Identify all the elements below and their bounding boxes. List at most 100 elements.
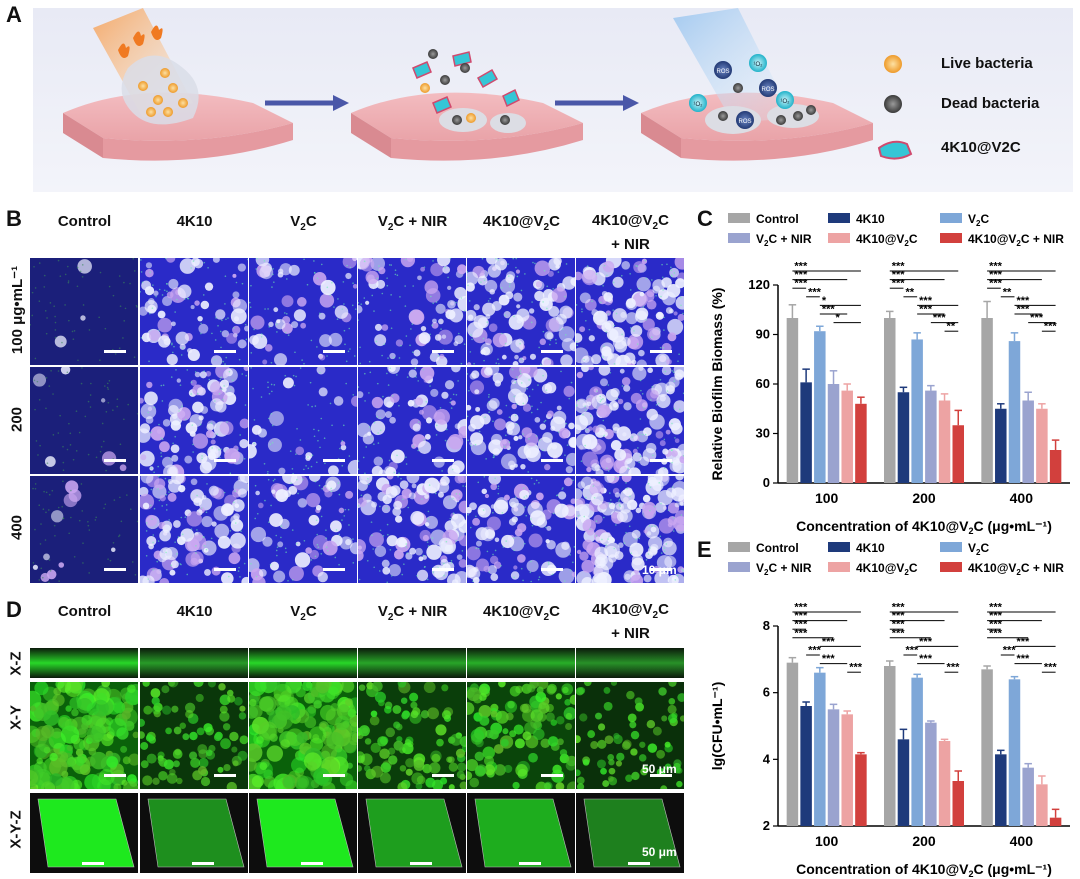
bar [1022, 767, 1034, 826]
bar [1008, 341, 1021, 483]
cslm-texture [32, 480, 138, 583]
xy-section [249, 682, 357, 789]
cslm-texture [30, 258, 138, 362]
significance-label: *** [919, 295, 933, 307]
infection-schematic: ROS ROS ROS ¹O₂ ¹O₂ ¹O₂ [63, 8, 913, 161]
cslm-image-tile [140, 258, 248, 365]
bar [855, 403, 867, 483]
bar [952, 781, 964, 826]
xz-section [140, 648, 248, 678]
bar [981, 318, 993, 483]
cslm-texture [140, 367, 248, 474]
legend-label: 4K10@V2C + NIR [968, 561, 1064, 577]
bar [981, 669, 993, 826]
cslm-texture [576, 367, 684, 474]
legend-label: 4K10 [856, 541, 885, 555]
legend-swatch [940, 562, 962, 572]
significance-label: *** [989, 261, 1003, 273]
significance-label: *** [822, 653, 836, 665]
panel-d-col-header: 4K10@V2C [483, 603, 560, 623]
cslm-texture [249, 367, 357, 474]
bar [1049, 450, 1062, 483]
xyz-render [365, 798, 463, 868]
panel-d-letter: D [6, 597, 22, 622]
xy-texture [576, 682, 684, 789]
panel-d-col-header: 4K10@V2C + NIR [592, 601, 669, 642]
live-bacteria-icon [884, 55, 902, 73]
xyz-volume [30, 793, 138, 873]
y-axis-label: Relative Biofilm Biomass (%) [709, 288, 725, 481]
cslm-image-tile [30, 476, 138, 583]
bar [1008, 679, 1021, 826]
panel-d-row-label: X-Z [7, 651, 25, 676]
legend-swatch [728, 233, 750, 243]
y-tick-label: 90 [756, 327, 770, 342]
scale-bar [323, 568, 345, 571]
bar [827, 709, 840, 826]
legend-label: V2C [968, 541, 989, 557]
xyz-render [256, 798, 354, 868]
bar [814, 331, 826, 483]
significance-label: *** [1044, 662, 1058, 674]
x-axis-label: Concentration of 4K10@V2C (μg•mL⁻¹) [796, 861, 1052, 878]
panel-d-col-header: 4K10 [176, 603, 213, 620]
scale-bar [432, 774, 454, 777]
scale-bar [323, 774, 345, 777]
significance-label: *** [892, 278, 906, 290]
xy-section [576, 682, 684, 789]
legend-swatch [728, 562, 750, 572]
xyz-render [37, 798, 135, 868]
svg-text:ROS: ROS [738, 119, 751, 125]
significance-label: *** [1044, 321, 1058, 333]
panel-d-col-header: Control [57, 603, 112, 620]
x-tick-label: 400 [1010, 490, 1034, 506]
svg-text:¹O₂: ¹O₂ [694, 102, 704, 108]
scale-bar [650, 459, 672, 462]
scale-bar [541, 568, 563, 571]
x-tick-label: 100 [815, 833, 839, 849]
scale-bar [214, 774, 236, 777]
significance-label: *** [794, 261, 808, 273]
legend-live-label: Live bacteria [941, 55, 1033, 72]
bar [884, 666, 896, 826]
scale-bar [541, 350, 563, 353]
significance-label: * [822, 295, 827, 307]
significance-label: *** [794, 619, 808, 631]
scale-bar [410, 862, 432, 865]
legend-label: 4K10@V2C [856, 561, 918, 577]
cslm-texture [140, 476, 248, 583]
cslm-image-tile [467, 258, 575, 365]
bar [786, 318, 799, 483]
bar [925, 722, 937, 826]
cslm-image-tile [249, 476, 357, 583]
panel-d-scale-xyz-label: 50 μm [642, 845, 677, 859]
scale-bar [104, 568, 126, 571]
legend-label: 4K10@V2C [856, 232, 918, 248]
significance-label: *** [947, 662, 961, 674]
chart-c-biofilm: Control 4K10 V2C V2C + NIR 4K10@V2C 4K10@V2C … [709, 212, 1070, 535]
legend-swatch [728, 213, 750, 223]
bar [995, 754, 1007, 826]
xy-section [467, 682, 575, 789]
cslm-image-tile [576, 476, 684, 583]
scale-bar [541, 774, 563, 777]
legend-label: Control [756, 541, 799, 555]
panel-c-letter: C [697, 206, 713, 231]
bar [1049, 817, 1062, 826]
nanosheet-icon [877, 140, 913, 160]
significance-label: *** [989, 278, 1003, 290]
significance-label: *** [933, 312, 947, 324]
xy-section [358, 682, 466, 789]
cslm-image-tile [358, 476, 466, 583]
xyz-volume [467, 793, 575, 873]
x-axis-label: Concentration of 4K10@V2C (μg•mL⁻¹) [796, 518, 1052, 535]
bar [786, 662, 799, 826]
cslm-image-tile [358, 367, 466, 474]
y-tick-label: 8 [763, 618, 770, 633]
legend-label: V2C + NIR [756, 232, 812, 248]
cslm-texture [249, 258, 357, 365]
xz-section [358, 648, 466, 678]
bar [938, 741, 951, 826]
bar [911, 677, 923, 826]
xy-texture [140, 682, 248, 789]
